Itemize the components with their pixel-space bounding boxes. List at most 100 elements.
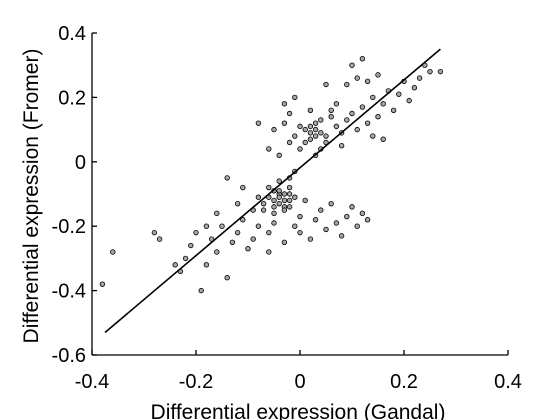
data-point-20 (255, 223, 262, 229)
data-point-3 (156, 236, 163, 242)
y-tick-label-5: 0.4 (58, 23, 86, 45)
data-point-120 (323, 81, 329, 88)
data-point-123 (266, 146, 272, 152)
data-point-99 (359, 104, 366, 110)
data-point-34 (328, 200, 334, 207)
data-point-128 (338, 142, 345, 149)
data-point-76 (307, 123, 314, 130)
data-point-127 (370, 133, 376, 139)
data-point-28 (297, 213, 303, 220)
data-point-43 (250, 236, 256, 242)
data-point-90 (292, 94, 298, 101)
data-point-44 (266, 184, 272, 191)
x-tick-label-2: 0 (294, 371, 305, 393)
data-point-85 (292, 133, 298, 139)
data-point-15 (229, 239, 236, 245)
data-point-18 (245, 246, 251, 252)
data-point-55 (240, 184, 246, 191)
data-point-118 (375, 72, 381, 78)
data-point-60 (281, 191, 288, 197)
data-point-116 (349, 62, 355, 68)
data-point-59 (271, 220, 277, 226)
x-tick-label-3: 0.2 (390, 371, 418, 393)
data-point-17 (240, 217, 246, 223)
data-point-94 (333, 123, 340, 130)
data-point-22 (266, 229, 272, 236)
data-point-124 (307, 107, 314, 113)
x-tick-label-1: -0.2 (179, 371, 213, 393)
y-tick-label-2: -0.2 (52, 216, 86, 238)
data-point-41 (364, 217, 371, 223)
data-point-114 (354, 75, 360, 81)
data-point-91 (286, 139, 293, 146)
data-point-80 (312, 126, 319, 133)
y-tick-label-3: 0 (75, 152, 86, 174)
data-point-51 (203, 223, 210, 229)
data-point-31 (312, 217, 319, 223)
data-point-56 (276, 178, 282, 184)
data-point-61 (276, 200, 282, 207)
data-point-62 (286, 204, 293, 210)
data-point-101 (370, 94, 376, 101)
data-point-121 (333, 101, 340, 107)
data-point-68 (281, 197, 288, 204)
y-tick-label-1: -0.4 (52, 281, 86, 303)
data-point-117 (364, 78, 371, 84)
data-point-12 (214, 249, 220, 255)
data-point-72 (302, 126, 308, 133)
data-point-49 (234, 200, 241, 207)
x-axis-title: Differential expression (Gandal) (151, 401, 446, 420)
data-point-52 (266, 249, 272, 255)
data-point-78 (302, 139, 308, 146)
data-point-74 (312, 120, 319, 126)
data-point-82 (323, 133, 329, 139)
data-point-0 (99, 281, 106, 287)
data-point-89 (281, 101, 288, 107)
data-point-4 (172, 262, 178, 268)
data-point-1 (110, 249, 116, 255)
data-point-98 (354, 126, 360, 133)
data-point-16 (234, 229, 241, 236)
data-point-103 (380, 101, 386, 107)
data-point-79 (318, 117, 324, 123)
y-tick-label-4: 0.2 (58, 87, 86, 109)
data-point-64 (281, 207, 288, 213)
data-point-69 (286, 191, 293, 197)
data-point-7 (188, 242, 194, 249)
data-point-66 (292, 194, 298, 200)
data-point-93 (297, 146, 303, 152)
data-point-100 (364, 120, 371, 126)
data-point-47 (255, 194, 262, 200)
axes (91, 32, 509, 356)
x-tick-label-4: 0.4 (494, 371, 522, 393)
data-point-6 (182, 255, 189, 262)
data-point-122 (255, 120, 262, 126)
data-point-73 (307, 136, 314, 142)
data-point-115 (359, 56, 366, 62)
data-point-130 (276, 152, 282, 159)
data-point-30 (307, 236, 314, 242)
data-point-36 (338, 233, 345, 239)
regression-line (104, 48, 441, 334)
data-point-63 (271, 197, 277, 204)
data-point-88 (286, 110, 293, 117)
data-point-84 (281, 120, 288, 126)
data-point-129 (380, 136, 386, 142)
data-point-35 (333, 220, 340, 226)
data-point-38 (349, 204, 355, 210)
data-point-40 (359, 210, 366, 217)
data-point-109 (411, 85, 418, 91)
tick-labels: -0.4 -0.2 0 0.2 0.4 -0.6 -0.4 -0.2 0 0.2 0.4 (52, 23, 522, 393)
data-point-57 (260, 207, 267, 213)
data-point-50 (214, 210, 220, 217)
data-points (99, 56, 444, 294)
data-point-27 (292, 223, 298, 229)
data-point-92 (271, 126, 277, 133)
data-point-58 (286, 197, 293, 204)
data-point-37 (344, 213, 350, 220)
data-point-8 (193, 229, 199, 236)
data-point-33 (323, 226, 329, 233)
data-point-54 (297, 229, 303, 236)
data-point-53 (281, 239, 288, 245)
